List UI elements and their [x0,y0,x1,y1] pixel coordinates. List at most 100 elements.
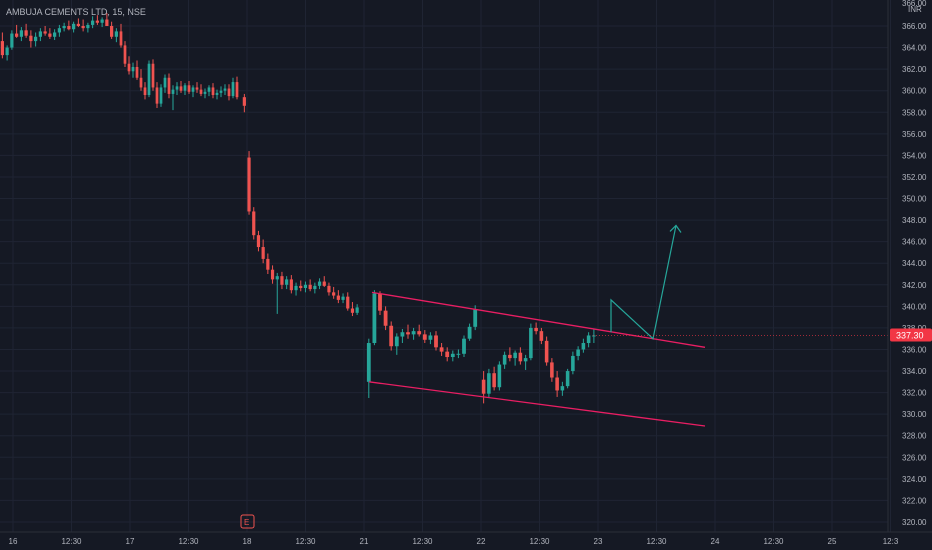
candle-body [155,87,159,104]
price-tick-label: 364.00 [902,44,927,53]
candle-body [151,63,155,88]
candle-body [159,87,163,104]
candle-body [428,335,433,340]
time-tick-label: 12:30 [412,537,433,546]
candle-body [105,19,109,26]
candle-body [544,340,549,363]
time-tick-label: 12:30 [763,537,784,546]
candle-body [143,87,147,96]
time-tick-label: 12:30 [646,537,667,546]
price-tick-label: 338.00 [902,324,927,333]
price-tick-label: 356.00 [902,130,927,139]
candle-body [127,63,131,72]
candle-body [179,86,183,91]
candle-body [372,293,377,344]
candle-body [211,87,215,96]
price-tick-label: 324.00 [902,475,927,484]
candle-body [86,24,90,29]
candle-body [299,285,303,289]
trend-drawings [368,224,888,427]
candle-body [34,36,38,42]
candle-body [350,308,355,313]
candle-body [336,295,340,300]
candle-body [366,343,371,382]
candle-body [95,20,99,23]
candle-body [163,77,167,88]
candle-body [456,353,461,355]
candle-body [10,33,14,48]
candle-body [139,77,143,88]
time-tick-label: 25 [828,537,837,546]
candle-body [576,349,580,356]
candle-body [586,335,591,344]
candle-body [406,332,410,335]
projection-arrowhead [669,224,682,233]
candle-body [270,269,275,280]
time-tick-label: 24 [711,537,720,546]
price-tick-label: 344.00 [902,259,927,268]
price-tick-label: 322.00 [902,496,927,505]
candle-body [119,31,123,46]
candle-body [422,334,427,340]
time-tick-label: 21 [360,537,369,546]
symbol-legend[interactable]: AMBUJA CEMENTS LTD, 15, NSE [6,7,146,17]
candle-body [378,293,382,311]
candles [0,13,596,404]
time-tick-label: 22 [477,537,486,546]
candle-body [394,336,399,347]
candle-body [191,87,195,92]
price-tick-label: 336.00 [902,345,927,354]
candle-body [81,26,85,29]
candle-body [502,354,507,365]
candle-body [400,332,405,337]
candle-body [497,364,502,388]
candle-body [550,362,554,378]
time-tick-label: 18 [243,537,252,546]
candle-body [227,88,231,97]
price-tick-label: 360.00 [902,87,927,96]
last-price-tag: 337.30 [890,328,932,342]
price-tick-label: 350.00 [902,195,927,204]
last-price-value: 337.30 [896,330,924,340]
candle-body [91,20,95,25]
candle-body [332,292,336,296]
candle-body [252,211,256,236]
candle-body [383,310,388,326]
lower-trendline[interactable] [368,381,706,427]
candle-body [48,33,52,37]
price-tick-label: 346.00 [902,238,927,247]
candle-body [275,276,279,280]
candle-body [256,235,261,248]
candle-body [131,66,135,72]
candle-body [560,386,565,391]
price-tick-label: 320.00 [902,518,927,527]
candle-body [450,353,455,358]
price-tick-label: 340.00 [902,302,927,311]
time-axis[interactable]: 16 12:30 17 12:30 18 12:30 21 12:30 22 12:30 23 12:… [9,537,899,546]
candle-body [327,285,331,293]
candle-body [207,87,211,92]
candle-body [135,66,139,78]
candle-body [289,279,293,291]
price-axis[interactable]: 366.00 364.00 362.00 360.00 358.00 356.00 354.… [902,0,927,527]
candle-body [19,30,23,37]
price-tick-label: 348.00 [902,216,927,225]
time-tick-label: 17 [126,537,135,546]
candle-body [481,379,486,394]
candle-body [235,82,239,98]
grid-lines [0,0,891,532]
price-tick-label: 362.00 [902,65,927,74]
earnings-marker[interactable]: E [240,514,255,529]
projection-path[interactable] [610,225,677,340]
price-tick-label: 366.00 [902,0,927,8]
candle-body [592,335,596,337]
candle-body [303,284,308,289]
time-tick-label: 23 [594,537,603,546]
candle-body [24,30,28,36]
time-tick-label: 12:3 [883,537,899,546]
upper-trendline[interactable] [371,291,706,348]
candle-body [215,92,219,96]
candle-body [317,281,322,286]
price-tick-label: 330.00 [902,410,927,419]
